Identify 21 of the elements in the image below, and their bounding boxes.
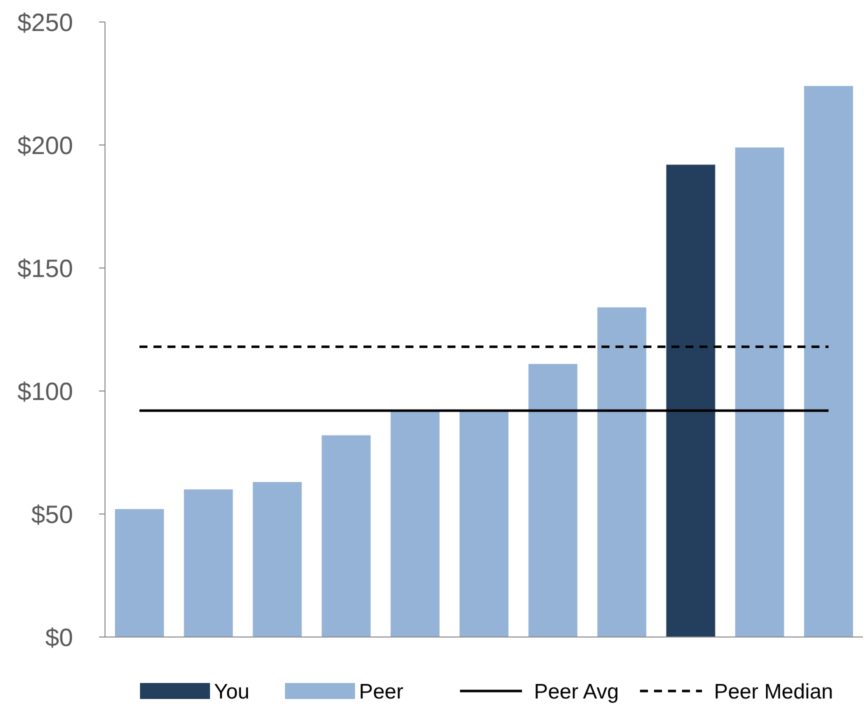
y-tick-label: $200: [17, 132, 73, 160]
bar: [460, 410, 508, 637]
bar: [252, 482, 302, 637]
bar: [184, 489, 233, 637]
legend-label: You: [214, 680, 250, 704]
bar: [322, 435, 371, 637]
bar: [114, 509, 164, 637]
legend-label: Peer Avg: [534, 680, 619, 704]
y-tick-label: $150: [17, 254, 73, 283]
y-tick-label: $0: [45, 624, 73, 652]
y-tick-label: $250: [17, 8, 73, 37]
y-tick-label: $100: [17, 378, 73, 406]
bar: [390, 410, 440, 637]
y-tick-label: $50: [31, 500, 73, 529]
bar: [735, 147, 784, 637]
bar: [804, 86, 854, 637]
legend-label: Peer Median: [714, 680, 834, 704]
bar: [597, 307, 646, 637]
bar: [666, 164, 716, 637]
bar: [528, 364, 578, 637]
legend-label: Peer: [359, 680, 404, 704]
